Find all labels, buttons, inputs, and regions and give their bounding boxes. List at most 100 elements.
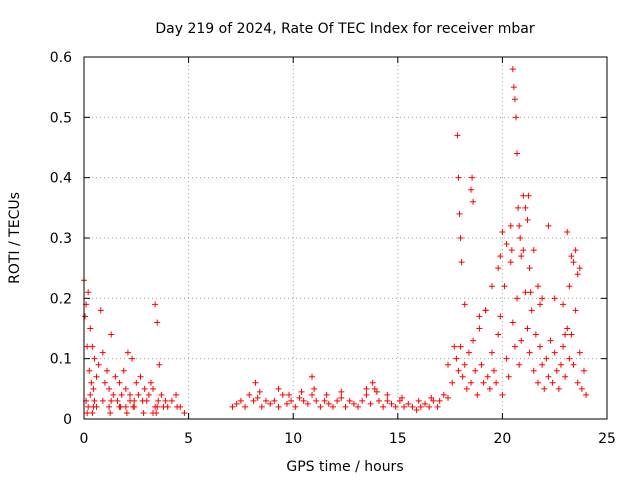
data-point	[509, 66, 516, 73]
data-point	[570, 259, 577, 266]
data-point	[392, 403, 399, 410]
data-point	[517, 235, 524, 241]
data-point	[449, 379, 456, 386]
data-point	[514, 295, 521, 302]
data-point	[129, 355, 136, 362]
data-point	[568, 331, 575, 338]
data-point	[468, 186, 475, 193]
data-point	[275, 385, 282, 392]
data-point	[428, 394, 435, 401]
data-point	[122, 403, 129, 410]
data-point	[120, 367, 127, 374]
data-point	[346, 397, 353, 404]
data-point	[152, 301, 159, 308]
data-point	[503, 241, 510, 248]
data-point	[526, 265, 533, 272]
data-point	[505, 373, 512, 380]
data-point	[237, 397, 244, 404]
data-point	[572, 307, 579, 314]
data-point	[474, 391, 481, 398]
data-point	[415, 397, 422, 404]
data-point	[174, 403, 181, 410]
data-point	[271, 397, 278, 404]
data-point	[469, 174, 476, 181]
data-point	[499, 391, 506, 398]
data-point	[288, 397, 295, 404]
data-point	[549, 379, 556, 386]
data-point	[375, 397, 382, 404]
data-point	[522, 204, 529, 211]
data-point	[89, 409, 96, 416]
data-point	[143, 397, 150, 404]
data-point	[110, 391, 117, 398]
data-point	[503, 355, 510, 362]
data-point	[553, 367, 560, 374]
data-point	[574, 379, 581, 386]
data-point	[145, 391, 152, 398]
data-point	[95, 361, 102, 368]
data-point	[367, 400, 374, 407]
data-point	[484, 373, 491, 380]
data-point	[127, 391, 134, 398]
data-point	[495, 331, 502, 338]
data-point	[323, 391, 330, 398]
data-points	[81, 66, 590, 416]
data-point	[511, 96, 518, 103]
data-point	[173, 391, 180, 398]
data-point	[528, 307, 535, 314]
data-point	[456, 210, 463, 217]
data-point	[453, 355, 460, 362]
data-point	[118, 391, 125, 398]
data-point	[547, 337, 554, 344]
data-point	[84, 343, 91, 350]
data-point	[122, 385, 129, 392]
data-point	[551, 295, 558, 302]
data-point	[267, 400, 274, 407]
data-point	[564, 325, 571, 332]
data-point	[162, 397, 169, 404]
data-point	[421, 400, 428, 407]
data-point	[476, 325, 483, 332]
data-point	[564, 228, 571, 235]
data-point	[108, 397, 115, 404]
data-point	[560, 343, 567, 350]
data-point	[355, 403, 362, 410]
data-point	[154, 403, 161, 410]
y-tick-label: 0.2	[50, 291, 72, 307]
data-point	[413, 406, 420, 413]
data-point	[509, 319, 516, 326]
data-point	[430, 397, 437, 404]
data-point	[91, 355, 98, 362]
data-point	[300, 397, 307, 404]
x-tick-label: 25	[598, 431, 616, 447]
data-point	[296, 394, 303, 401]
data-point	[512, 114, 519, 121]
data-point	[486, 385, 493, 392]
data-point	[526, 349, 533, 356]
data-point	[572, 247, 579, 254]
data-point	[158, 391, 165, 398]
data-point	[470, 198, 477, 205]
y-tick-label: 0.1	[50, 352, 72, 368]
data-point	[334, 397, 341, 404]
data-point	[520, 192, 527, 199]
data-point	[388, 400, 395, 407]
data-point	[426, 403, 433, 410]
data-point	[298, 388, 305, 395]
data-point	[363, 385, 370, 392]
data-point	[384, 397, 391, 404]
data-point	[527, 289, 534, 296]
data-point	[256, 388, 263, 395]
data-point	[275, 403, 282, 410]
data-point	[524, 216, 531, 223]
data-point	[562, 373, 569, 380]
y-tick-label: 0.6	[50, 50, 72, 66]
data-point	[321, 397, 328, 404]
data-point	[417, 403, 424, 410]
data-point	[97, 307, 104, 314]
data-point	[229, 403, 236, 410]
data-point	[338, 388, 345, 395]
data-point	[86, 367, 93, 374]
data-point	[480, 379, 487, 386]
data-point	[279, 391, 286, 398]
